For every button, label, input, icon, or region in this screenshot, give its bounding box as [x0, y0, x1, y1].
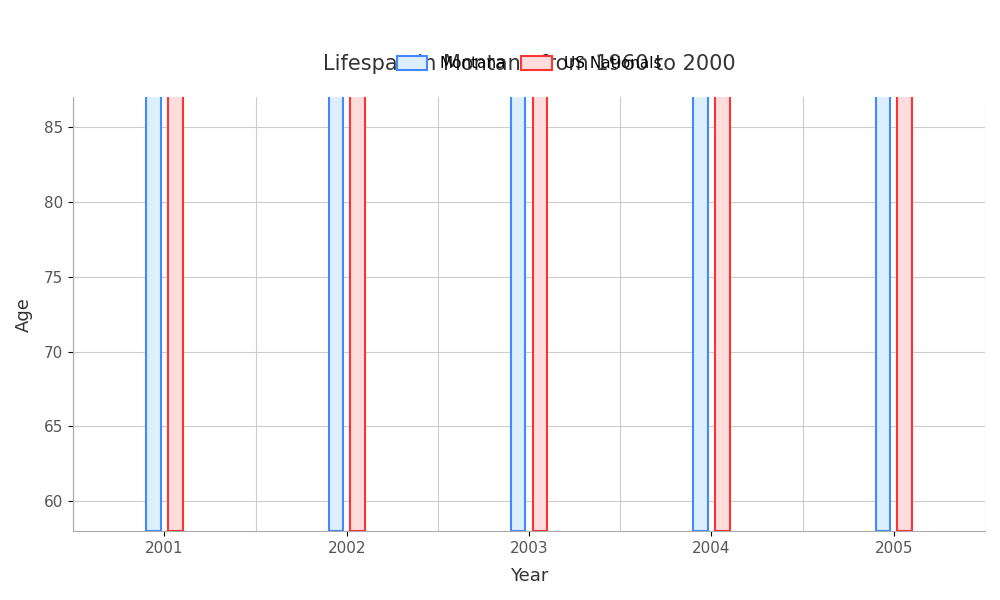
- Y-axis label: Age: Age: [15, 297, 33, 332]
- Bar: [897, 0, 912, 531]
- Bar: [511, 0, 525, 531]
- Bar: [329, 0, 343, 531]
- Legend: Montana, US Nationals: Montana, US Nationals: [389, 49, 669, 79]
- Bar: [168, 0, 183, 531]
- Bar: [533, 0, 547, 531]
- X-axis label: Year: Year: [510, 567, 548, 585]
- Bar: [693, 0, 708, 531]
- Bar: [715, 0, 730, 531]
- Bar: [876, 0, 890, 531]
- Bar: [350, 0, 365, 531]
- Title: Lifespan in Montana from 1960 to 2000: Lifespan in Montana from 1960 to 2000: [323, 53, 735, 74]
- Bar: [146, 0, 161, 531]
